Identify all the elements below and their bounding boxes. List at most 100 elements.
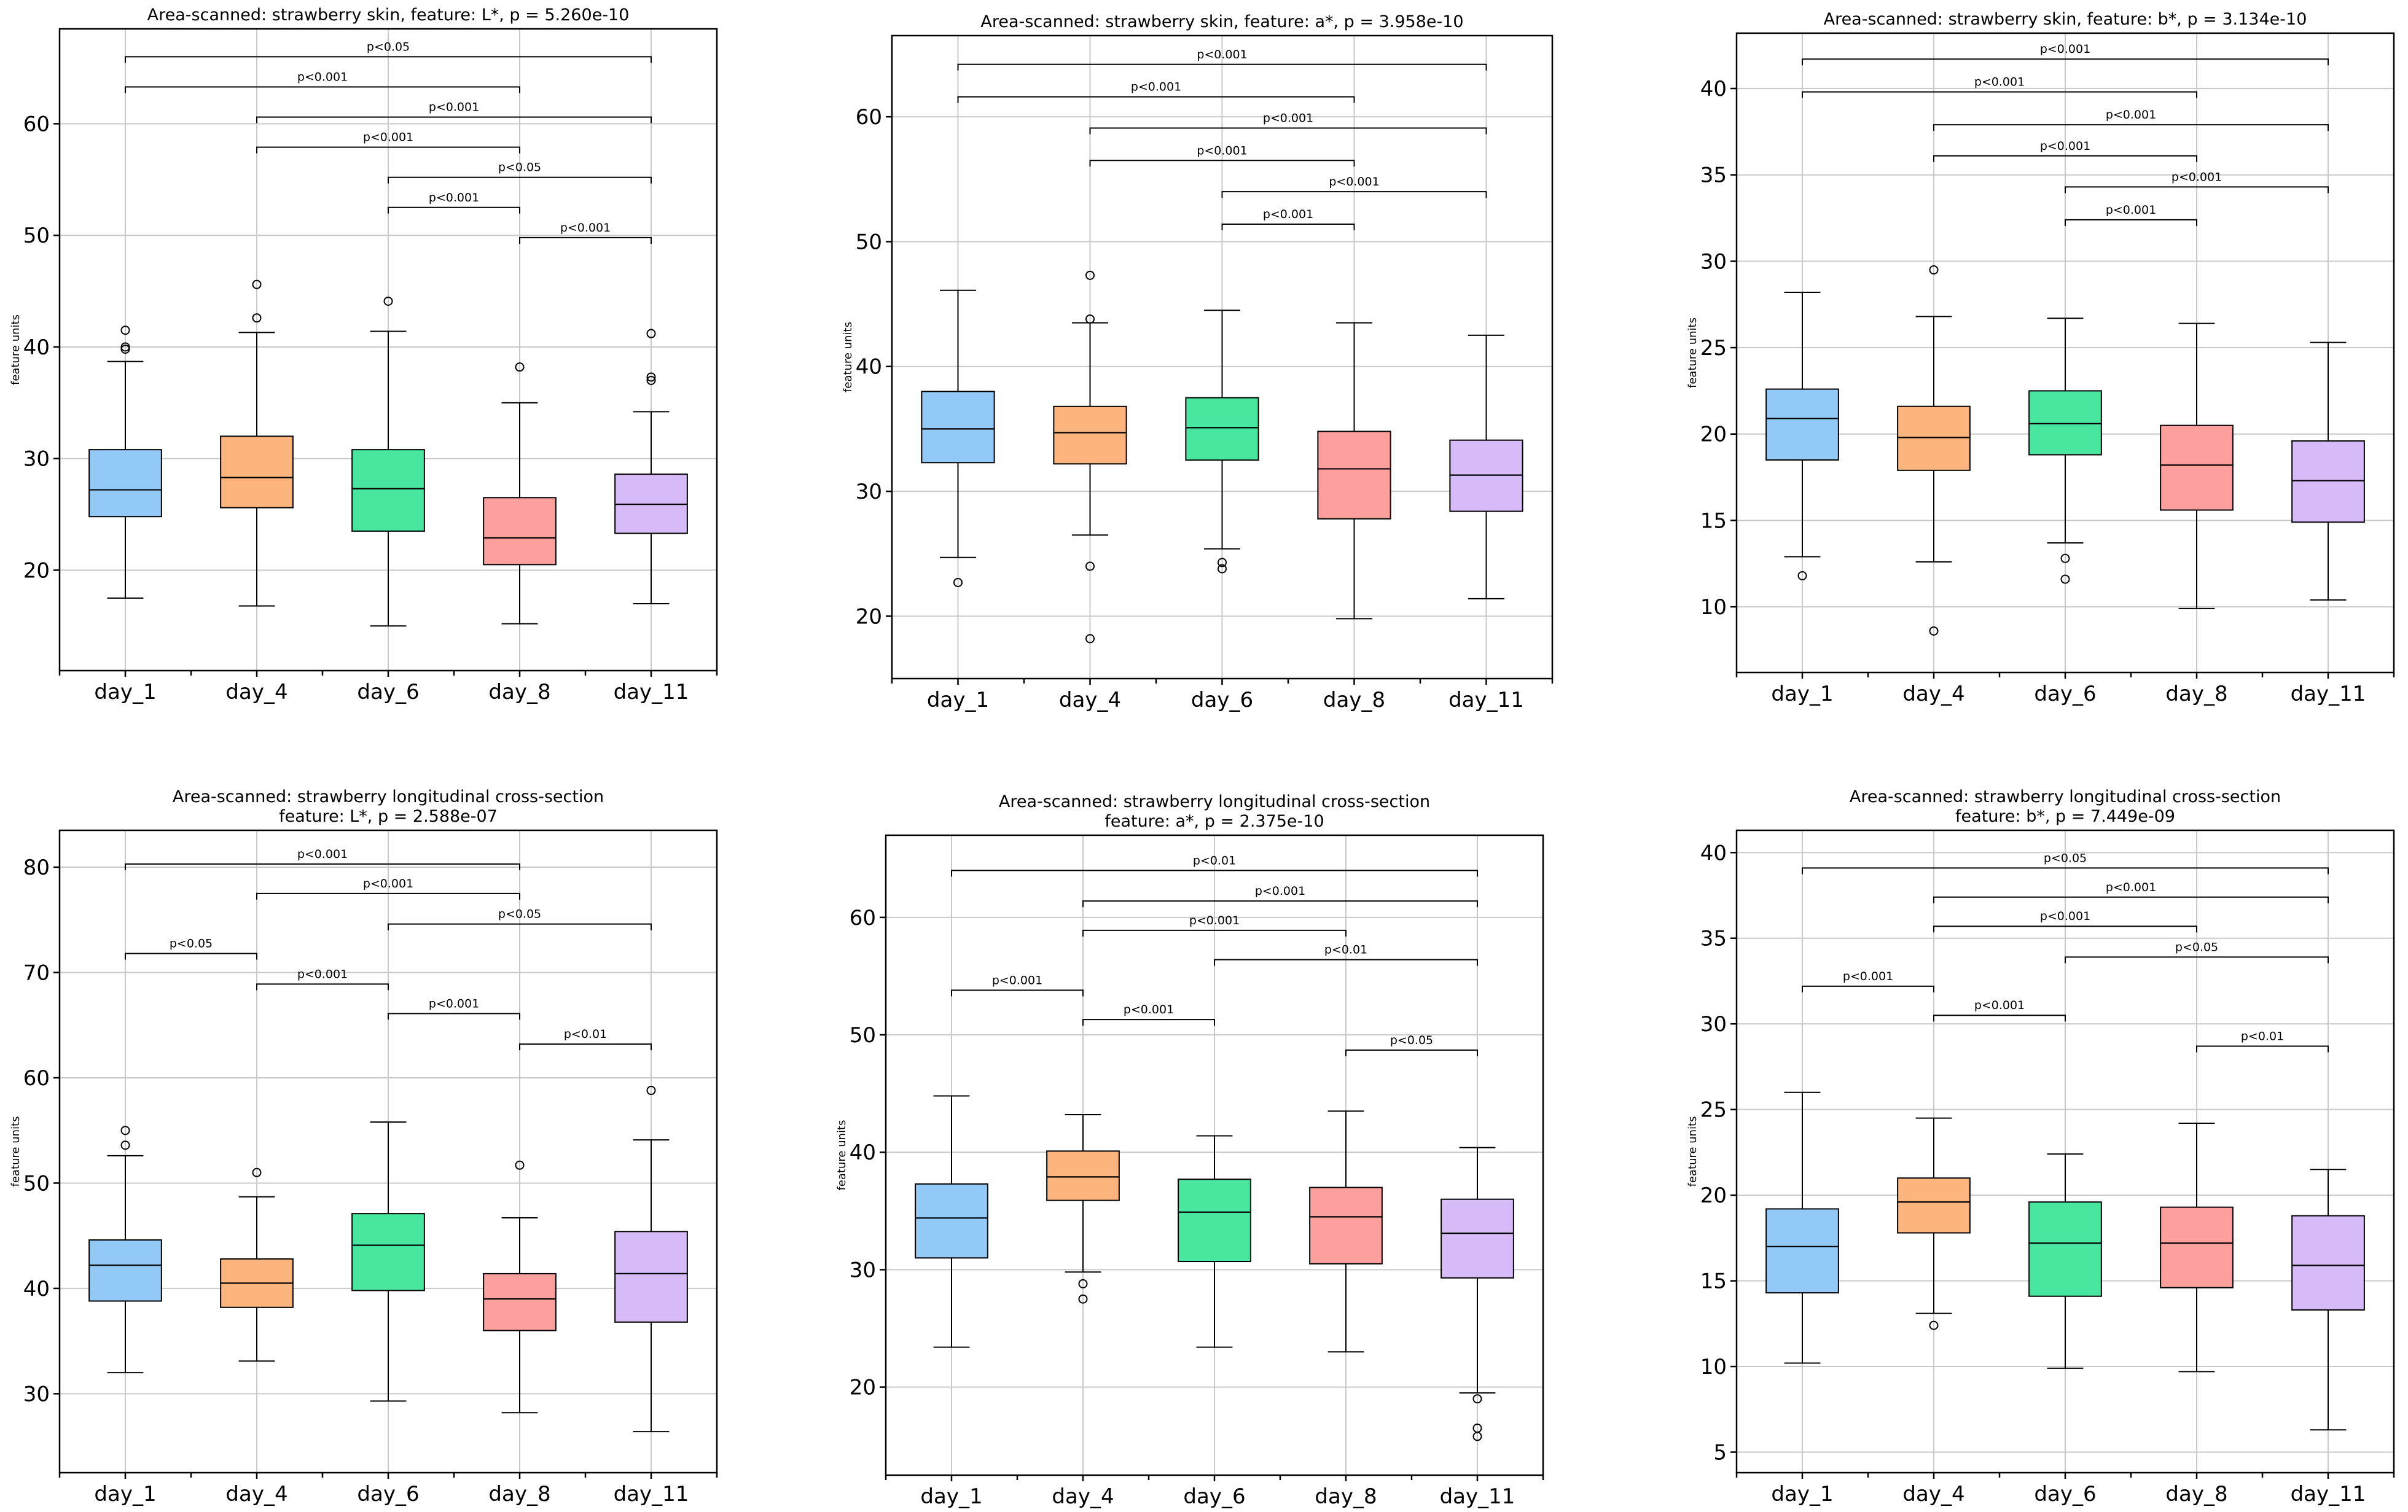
significance-bracket: p<0.001 <box>1082 884 1478 908</box>
x-tick-label: day_8 <box>1315 1484 1377 1509</box>
y-tick-label: 35 <box>1700 163 1727 188</box>
y-axis-label: feature units <box>1686 1116 1699 1187</box>
outlier-point <box>252 1167 262 1177</box>
outlier-point <box>2060 553 2070 563</box>
bracket-label: p<0.001 <box>1974 76 2025 89</box>
bracket-label: p<0.001 <box>429 191 479 205</box>
y-tick-label: 20 <box>850 1376 876 1400</box>
box-day_6 <box>2028 1153 2102 1369</box>
y-tick-label: 25 <box>1700 336 1727 360</box>
bracket-line <box>957 63 1487 71</box>
bracket-label: p<0.001 <box>2106 203 2156 217</box>
chart-title: Area-scanned: strawberry longitudinal cr… <box>1850 787 2281 806</box>
significance-bracket: p<0.001 <box>957 80 1355 103</box>
x-tick-label: day_6 <box>2034 1482 2096 1506</box>
chart-title: feature: b*, p = 7.449e-09 <box>1955 807 2175 826</box>
bracket-label: p<0.001 <box>2040 139 2090 153</box>
y-tick-label: 10 <box>1700 595 1727 620</box>
bracket-line <box>1802 985 1934 992</box>
significance-bracket: p<0.001 <box>1933 139 2197 162</box>
iqr-box <box>614 1231 688 1323</box>
box-day_11 <box>1449 334 1523 599</box>
outlier-point <box>1218 564 1227 574</box>
box-day_4 <box>1046 1114 1120 1304</box>
iqr-box <box>1897 1177 1971 1234</box>
significance-bracket: p<0.001 <box>1221 208 1355 230</box>
bracket-label: p<0.001 <box>2040 910 2090 923</box>
y-tick-label: 80 <box>23 855 50 880</box>
chart-title: Area-scanned: strawberry skin, feature: … <box>1824 10 2307 29</box>
box-day_4 <box>1897 1117 1971 1330</box>
significance-bracket: p<0.05 <box>388 161 652 184</box>
significance-bracket: p<0.001 <box>1089 111 1487 134</box>
x-tick-label: day_1 <box>1771 682 1833 706</box>
bracket-line <box>1802 91 2197 98</box>
chart-title: Area-scanned: strawberry skin, feature: … <box>147 6 630 25</box>
x-tick-label: day_11 <box>2291 682 2366 706</box>
x-tick-label: day_1 <box>1771 1482 1833 1506</box>
significance-bracket: p<0.01 <box>2196 1029 2329 1053</box>
box-day_4 <box>1053 270 1127 644</box>
iqr-box <box>483 1272 557 1331</box>
box-day_8 <box>483 1160 557 1414</box>
outlier-point <box>1929 265 1939 275</box>
outlier-point <box>2060 574 2070 584</box>
bracket-label: p<0.001 <box>2106 881 2156 894</box>
iqr-box <box>2160 1206 2234 1288</box>
bracket-label: p<0.05 <box>170 937 213 951</box>
bracket-label: p<0.05 <box>2175 940 2218 954</box>
iqr-box <box>1897 405 1971 471</box>
outlier-point <box>515 1160 525 1170</box>
x-tick-label: day_4 <box>225 680 287 704</box>
significance-bracket: p<0.001 <box>1933 881 2329 903</box>
significance-bracket: p<0.05 <box>1345 1034 1478 1056</box>
bracket-line <box>1089 160 1355 167</box>
outlier-point <box>1218 558 1227 567</box>
iqr-box <box>921 391 995 464</box>
y-tick-label: 15 <box>1700 509 1727 533</box>
subplot-4: 30 40 50 60 70 80 day_1 day_4 day_6 day_8 day_11 fe… <box>9 787 718 1506</box>
y-tick-label: 25 <box>1700 1098 1727 1123</box>
subplot-2: 20 30 40 50 60 day_1 day_4 day_6 day_8 day_11 feat… <box>842 12 1554 712</box>
x-tick-label: day_8 <box>2165 1482 2227 1506</box>
bracket-label: p<0.05 <box>367 40 410 53</box>
iqr-box <box>220 435 294 509</box>
y-tick-label: 20 <box>23 558 50 583</box>
outlier-point <box>1929 626 1939 636</box>
bracket-line <box>1933 124 2329 131</box>
x-tick-label: day_1 <box>920 1484 982 1509</box>
bracket-line <box>1802 867 2329 875</box>
bracket-line <box>1345 1049 1478 1056</box>
y-tick-label: 15 <box>1700 1269 1727 1294</box>
iqr-box <box>1317 431 1391 520</box>
bracket-label: p<0.05 <box>498 908 541 921</box>
outlier-point <box>120 1126 130 1136</box>
bracket-label: p<0.001 <box>297 71 348 84</box>
bracket-label: p<0.01 <box>2241 1029 2284 1043</box>
iqr-box <box>2291 1215 2365 1311</box>
significance-bracket: p<0.001 <box>256 967 389 991</box>
outlier-point <box>515 362 525 372</box>
bracket-line <box>125 56 652 63</box>
x-tick-label: day_6 <box>1183 1484 1245 1509</box>
iqr-box <box>351 1213 425 1292</box>
significance-bracket: p<0.001 <box>1221 175 1487 198</box>
outlier-point <box>252 279 262 289</box>
x-tick-label: day_4 <box>1052 1484 1114 1509</box>
y-tick-label: 40 <box>23 335 50 360</box>
significance-bracket: p<0.001 <box>125 848 520 870</box>
x-tick-label: day_11 <box>614 1482 689 1506</box>
x-tick-label: day_11 <box>1440 1484 1515 1509</box>
significance-bracket: p<0.001 <box>1933 108 2329 131</box>
box-day_11 <box>2291 341 2365 601</box>
y-tick-label: 35 <box>1700 927 1727 951</box>
bracket-label: p<0.001 <box>429 997 479 1010</box>
bracket-label: p<0.05 <box>498 161 541 174</box>
significance-bracket: p<0.001 <box>1802 42 2329 66</box>
outlier-point <box>1472 1432 1482 1441</box>
bracket-label: p<0.001 <box>1197 144 1247 157</box>
x-tick-label: day_4 <box>1902 682 1964 706</box>
bracket-label: p<0.05 <box>1390 1034 1433 1047</box>
bracket-label: p<0.01 <box>1324 943 1367 957</box>
